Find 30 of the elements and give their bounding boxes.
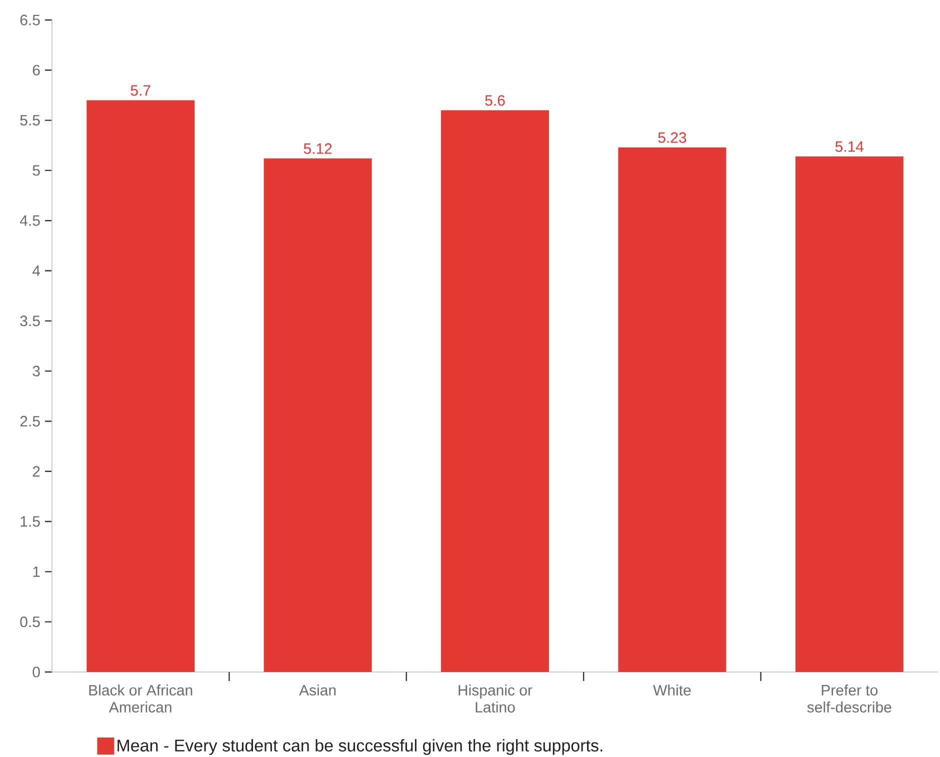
bar bbox=[618, 147, 726, 672]
bar bbox=[441, 110, 549, 672]
y-tick-label: 5.5 bbox=[20, 115, 40, 126]
data-label: 5.12 bbox=[304, 143, 332, 154]
y-tick-label: 2 bbox=[32, 466, 40, 477]
data-label: 5.23 bbox=[658, 132, 686, 143]
bar bbox=[795, 156, 904, 672]
x-tick-label: Hispanic or Latino bbox=[458, 684, 532, 713]
y-tick-label: 1 bbox=[33, 566, 40, 577]
y-tick-label: 3.5 bbox=[20, 316, 40, 326]
x-tick-label: Black or African American bbox=[89, 684, 192, 713]
y-tick-label: 0 bbox=[32, 666, 40, 678]
data-label: 5.6 bbox=[485, 95, 505, 106]
y-tick-label: 4.5 bbox=[20, 215, 40, 226]
y-tick-label: 6 bbox=[32, 64, 40, 76]
bar bbox=[264, 158, 372, 672]
y-tick-label: 6.5 bbox=[20, 14, 40, 26]
data-label: 5.7 bbox=[130, 85, 150, 96]
y-tick-label: 1.5 bbox=[20, 516, 40, 527]
x-tick-label: Prefer to self-describe bbox=[807, 684, 892, 713]
y-tick-label: 4 bbox=[32, 266, 40, 276]
legend-label: Mean - Every student can be successful given the right supports. bbox=[118, 739, 602, 755]
y-tick-label: 3 bbox=[32, 366, 40, 376]
y-tick-label: 0.5 bbox=[20, 616, 40, 628]
x-tick-label: White bbox=[653, 684, 691, 696]
x-tick-label: Asian bbox=[299, 684, 336, 696]
y-tick-label: 2.5 bbox=[20, 416, 40, 427]
data-label: 5.14 bbox=[835, 141, 864, 152]
bar bbox=[86, 100, 195, 672]
y-tick-label: 5 bbox=[32, 165, 40, 176]
